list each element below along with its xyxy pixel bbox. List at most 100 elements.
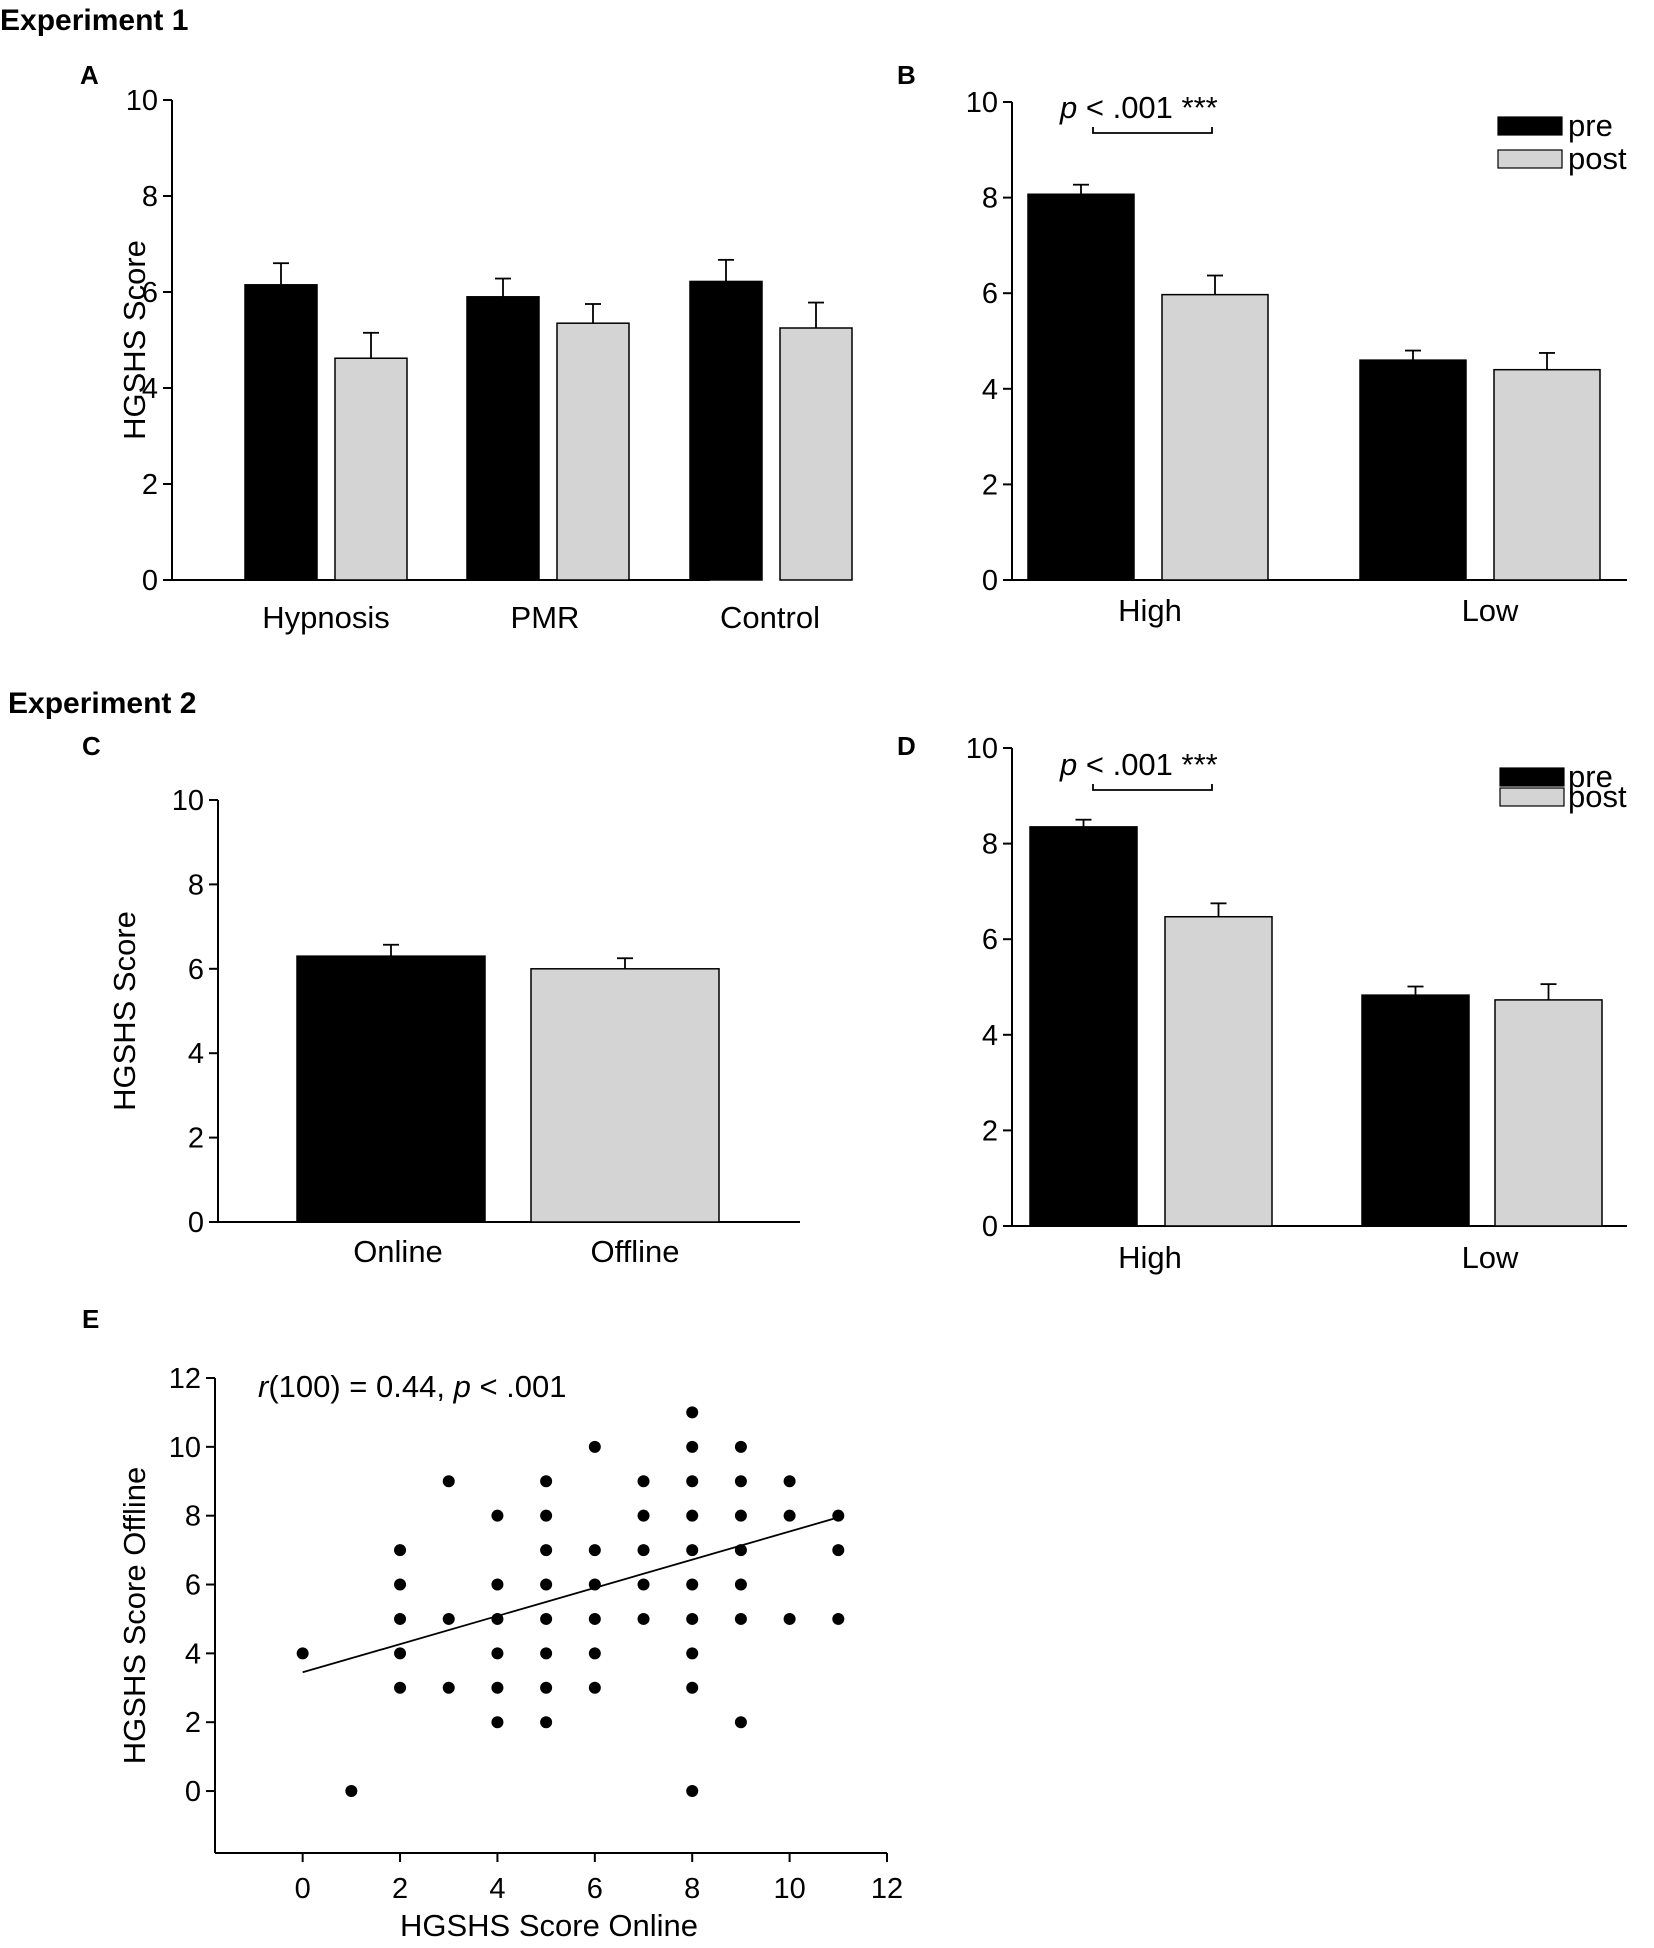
scatter-point (491, 1681, 504, 1694)
post-bar-pmr (556, 322, 630, 581)
scatter-point (783, 1475, 796, 1488)
scatter-point (637, 1612, 650, 1625)
experiment-2-heading: Experiment 2 (8, 687, 196, 720)
x-category-label: Low (1462, 593, 1519, 628)
scatter-point (686, 1681, 699, 1694)
p-value-text: < .001 (471, 1369, 567, 1404)
y-tick-label: 4 (982, 1020, 998, 1052)
scatter-point (832, 1509, 845, 1522)
scatter-point (588, 1578, 601, 1591)
pre-bar-low (1359, 359, 1467, 581)
scatter-point (540, 1509, 553, 1522)
scatter-point (394, 1681, 407, 1694)
y-tick-label: 8 (982, 829, 998, 861)
legend-post-swatch (1499, 787, 1565, 807)
r-value-text: (100) = 0.44, (268, 1369, 453, 1404)
post-bar-high (1161, 293, 1269, 581)
significance-bracket (1092, 127, 1213, 134)
scatter-point (491, 1716, 504, 1729)
pre-bar-control (689, 280, 763, 581)
y-tick-label: 6 (185, 1570, 201, 1602)
y-tick-label: 2 (142, 469, 158, 501)
x-category-label: PMR (511, 600, 580, 635)
y-tick-label: 4 (142, 373, 158, 405)
y-tick-label: 10 (169, 1432, 201, 1464)
y-tick-label: 12 (169, 1363, 201, 1395)
pre-bar-hypnosis (244, 284, 318, 581)
legend-post-swatch (1497, 149, 1563, 169)
y-tick-label: 0 (188, 1207, 204, 1239)
scatter-point (686, 1509, 699, 1522)
scatter-point (734, 1440, 747, 1453)
significance-annotation: p < .001 *** (1059, 90, 1218, 125)
y-tick-label: 2 (982, 469, 998, 501)
scatter-point (588, 1681, 601, 1694)
x-tick-label: 2 (392, 1873, 408, 1905)
scatter-point (734, 1578, 747, 1591)
pre-bar-low (1361, 994, 1470, 1227)
legend-pre-label: pre (1568, 759, 1613, 794)
scatter-point (637, 1509, 650, 1522)
scatter-point (734, 1509, 747, 1522)
y-tick-label: 10 (126, 85, 158, 117)
y-tick-label: 6 (188, 954, 204, 986)
y-axis-title: HGSHS Score Offline (117, 1467, 152, 1764)
x-category-label: High (1118, 1240, 1182, 1275)
y-tick-label: 4 (982, 374, 998, 406)
scatter-point (686, 1578, 699, 1591)
scatter-point (686, 1785, 699, 1798)
scatter-point (686, 1544, 699, 1557)
scatter-point (686, 1406, 699, 1419)
p-symbol: p (1059, 90, 1077, 125)
scatter-point (296, 1647, 309, 1660)
scatter-point (442, 1681, 455, 1694)
scatter-point (783, 1612, 796, 1625)
y-tick-label: 0 (982, 1211, 998, 1243)
post-bar-hypnosis (334, 357, 408, 581)
panel-label: E (82, 1304, 99, 1334)
scatter-point (734, 1475, 747, 1488)
x-category-label: Online (353, 1234, 443, 1269)
panel-label: B (897, 60, 916, 90)
p-symbol: p (1059, 747, 1077, 782)
scatter-point (588, 1544, 601, 1557)
scatter-point (637, 1578, 650, 1591)
post-bar-low (1494, 999, 1603, 1227)
scatter-point (394, 1647, 407, 1660)
y-tick-label: 8 (188, 869, 204, 901)
panel-label: D (897, 731, 916, 761)
p-value-text: < .001 *** (1077, 90, 1217, 125)
bar-offline (530, 968, 720, 1223)
scatter-point (734, 1544, 747, 1557)
bar-online (296, 955, 486, 1223)
y-tick-label: 0 (982, 565, 998, 597)
y-tick-label: 6 (982, 924, 998, 956)
legend-post-label: post (1568, 141, 1627, 176)
legend-pre-swatch (1497, 116, 1563, 136)
y-tick-label: 2 (185, 1707, 201, 1739)
x-category-label: Control (720, 600, 820, 635)
regression-line (302, 1516, 839, 1674)
y-axis-title: HGSHS Score (107, 911, 142, 1111)
scatter-point (783, 1509, 796, 1522)
experiment-1-heading: Experiment 1 (0, 4, 188, 37)
panel-a-bar-chart: A 0 2 4 6 8 10 HGSHS Score Hypnosis PMR Control (80, 60, 853, 635)
x-tick-label: 12 (871, 1873, 903, 1905)
scatter-point (491, 1647, 504, 1660)
y-axis-title: HGSHS Score (117, 240, 152, 440)
x-tick-label: 0 (295, 1873, 311, 1905)
y-tick-label: 2 (982, 1115, 998, 1147)
scatter-point (345, 1785, 358, 1798)
scatter-point (588, 1647, 601, 1660)
y-tick-label: 4 (188, 1038, 204, 1070)
panel-c-bar-chart: C 0 2 4 6 8 10 HGSHS Score Online Offline (82, 731, 800, 1269)
y-tick-label: 0 (142, 565, 158, 597)
panel-label: A (80, 60, 99, 90)
r-symbol: r (258, 1369, 270, 1404)
scatter-point (686, 1647, 699, 1660)
scatter-point (637, 1475, 650, 1488)
scatter-point (540, 1578, 553, 1591)
scatter-point (588, 1612, 601, 1625)
scatter-point (588, 1440, 601, 1453)
